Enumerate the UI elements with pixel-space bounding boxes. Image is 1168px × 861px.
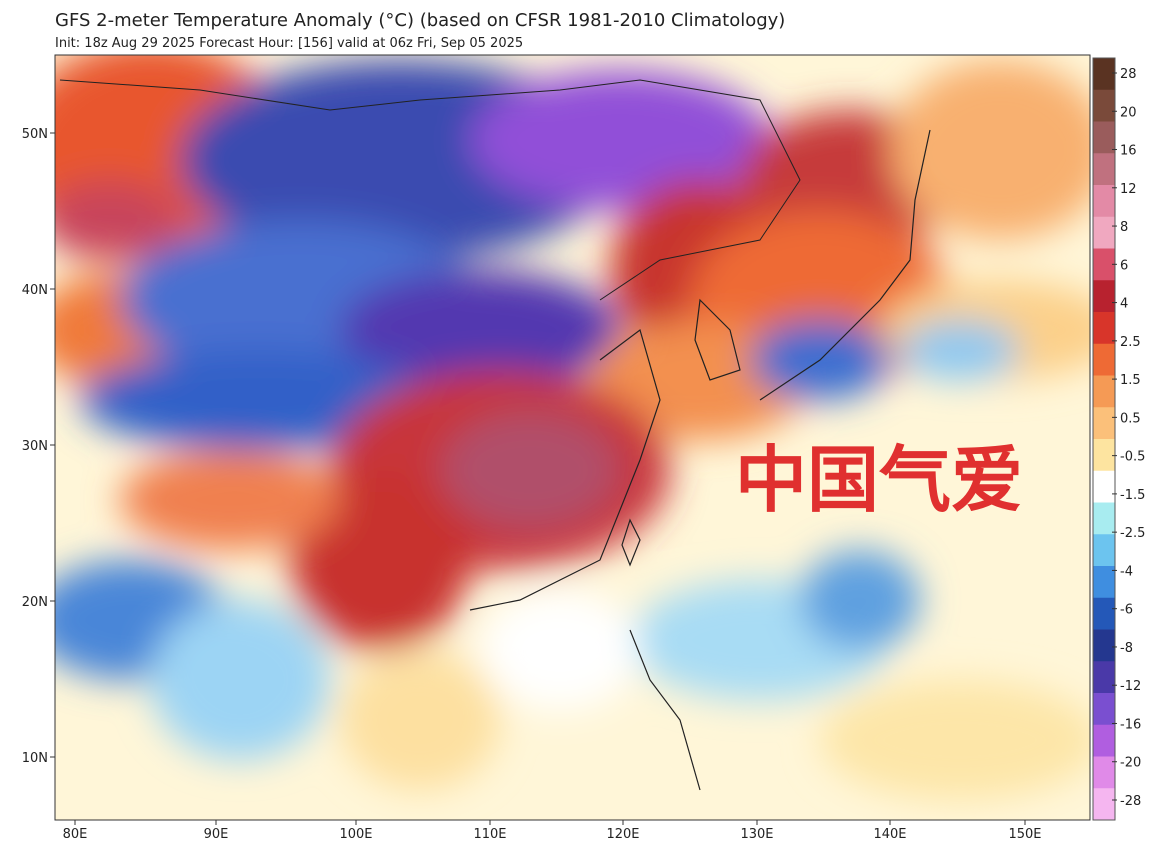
- colorbar-segment: [1093, 788, 1115, 821]
- colorbar-frame: [1092, 57, 1116, 821]
- colorbar-label: -28: [1120, 794, 1141, 809]
- colorbar-label: -16: [1120, 717, 1141, 732]
- colorbar-segment: [1093, 216, 1115, 249]
- colorbar-label: 2.5: [1120, 335, 1141, 350]
- lon-label: 110E: [473, 827, 506, 842]
- lat-label: 40N: [22, 283, 48, 298]
- colorbar-label: -8: [1120, 641, 1133, 656]
- colorbar-segment: [1093, 724, 1115, 757]
- colorbar-label: 28: [1120, 67, 1137, 82]
- colorbar-segment: [1093, 280, 1115, 313]
- lat-label: 50N: [22, 127, 48, 142]
- colorbar-label: 20: [1120, 105, 1137, 120]
- colorbar-segment: [1093, 566, 1115, 599]
- colorbar-label: -2.5: [1120, 526, 1145, 541]
- colorbar-label: -6: [1120, 603, 1133, 618]
- title: GFS 2-meter Temperature Anomaly (°C) (ba…: [55, 10, 785, 31]
- colorbar-segment: [1093, 185, 1115, 218]
- colorbar-label: 1.5: [1120, 373, 1141, 388]
- colorbar-segment: [1093, 661, 1115, 694]
- colorbar-label: 8: [1120, 220, 1128, 235]
- colorbar-segment: [1093, 439, 1115, 472]
- colorbar-label: -12: [1120, 679, 1141, 694]
- colorbar-segment: [1093, 89, 1115, 122]
- colorbar-label: 16: [1120, 144, 1137, 159]
- colorbar-segment: [1093, 534, 1115, 567]
- colorbar-segment: [1093, 153, 1115, 186]
- colorbar-segment: [1093, 756, 1115, 789]
- subtitle: Init: 18z Aug 29 2025 Forecast Hour: [15…: [55, 36, 523, 51]
- lon-label: 100E: [339, 827, 372, 842]
- lat-label: 20N: [22, 595, 48, 610]
- colorbar-label: -0.5: [1120, 450, 1145, 465]
- colorbar-label: 12: [1120, 182, 1137, 197]
- watermark: 中国气爱: [735, 438, 1023, 522]
- colorbar-segment: [1093, 629, 1115, 662]
- lon-label: 130E: [740, 827, 773, 842]
- lat-label: 30N: [22, 439, 48, 454]
- lon-label: 120E: [606, 827, 639, 842]
- colorbar: 28 20 16 12 8 6 4 2.5 1.5 0.5 -0.5 -1.5 -2.5 -4 -6 -8 -1…: [1092, 57, 1145, 821]
- colorbar-label: -1.5: [1120, 488, 1145, 503]
- colorbar-segment: [1093, 470, 1115, 503]
- lon-label: 80E: [63, 827, 88, 842]
- colorbar-label: 4: [1120, 297, 1128, 312]
- colorbar-segment: [1093, 121, 1115, 154]
- colorbar-segment: [1093, 407, 1115, 440]
- colorbar-segment: [1093, 502, 1115, 535]
- lon-label: 140E: [873, 827, 906, 842]
- lat-label: 10N: [22, 751, 48, 766]
- colorbar-segment: [1093, 343, 1115, 376]
- colorbar-segment: [1093, 312, 1115, 345]
- colorbar-segment: [1093, 58, 1115, 91]
- map-field: [55, 55, 1090, 820]
- lon-label: 90E: [204, 827, 229, 842]
- colorbar-segment: [1093, 693, 1115, 726]
- lon-label: 150E: [1008, 827, 1041, 842]
- colorbar-segment: [1093, 248, 1115, 281]
- colorbar-segment: [1093, 597, 1115, 630]
- colorbar-label: -4: [1120, 564, 1133, 579]
- map-frame: [54, 54, 1091, 821]
- colorbar-label: 6: [1120, 258, 1128, 273]
- colorbar-label: 0.5: [1120, 411, 1141, 426]
- axis-labels: 50N 40N 30N 20N 10N 80E 90E 100E 110E 120E 130E 140…: [22, 127, 1042, 842]
- colorbar-label: -20: [1120, 756, 1141, 771]
- colorbar-segment: [1093, 375, 1115, 408]
